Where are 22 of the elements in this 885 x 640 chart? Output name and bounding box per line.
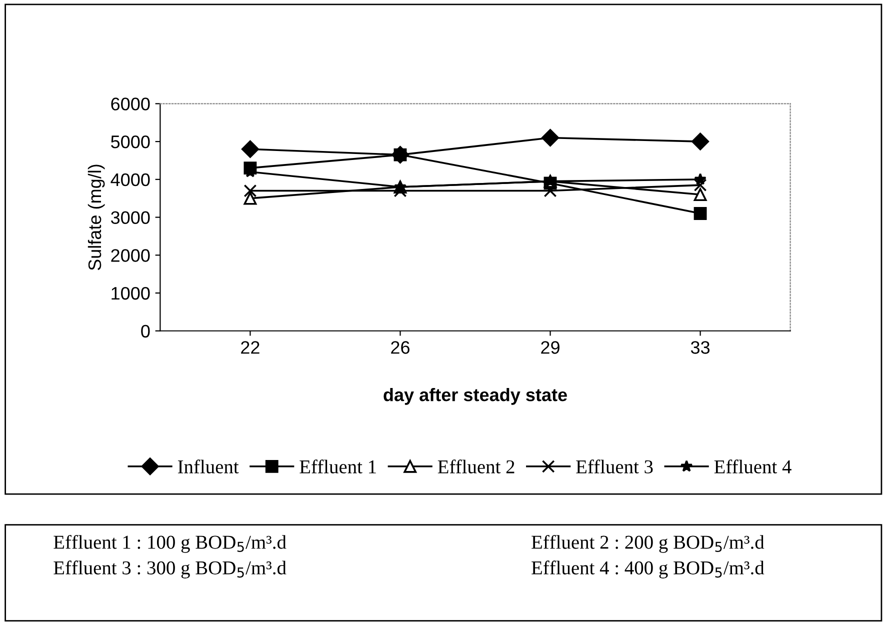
legend-label: Effluent 4 <box>714 460 792 474</box>
text: Effluent 3 : 300 g BOD$_{5}$/m³.d <box>54 560 286 578</box>
text: Effluent 1 : 100 g BOD$_{5}$/m³.d <box>54 534 286 553</box>
y-tick-label: 5000 <box>111 135 150 148</box>
x-axis-title: day after steady state <box>384 388 567 405</box>
y-tick-label: 2000 <box>111 249 150 262</box>
legend-label: Influent <box>178 460 239 474</box>
legend-label: Effluent 1 <box>300 460 376 474</box>
y-tick-label: 4000 <box>110 173 150 186</box>
y-axis-title: Sulfate (mg/l) <box>88 164 105 270</box>
x-tick-label: 22 <box>241 341 260 354</box>
y-tick-label: 0 <box>141 324 150 338</box>
x-tick-label: 33 <box>690 341 710 354</box>
y-tick-label: 1000 <box>112 286 150 300</box>
legend-label: Effluent 2 <box>438 460 514 474</box>
legend-label: Effluent 3 <box>576 460 653 474</box>
text: Effluent 2 : 200 g BOD$_{5}$/m³.d <box>532 534 764 553</box>
x-tick-label: 26 <box>391 341 410 354</box>
y-tick-label: 6000 <box>111 98 150 110</box>
x-tick-label: 29 <box>541 341 560 354</box>
text: Effluent 4 : 400 g BOD$_{5}$/m³.d <box>532 560 764 578</box>
y-tick-label: 3000 <box>110 211 150 224</box>
